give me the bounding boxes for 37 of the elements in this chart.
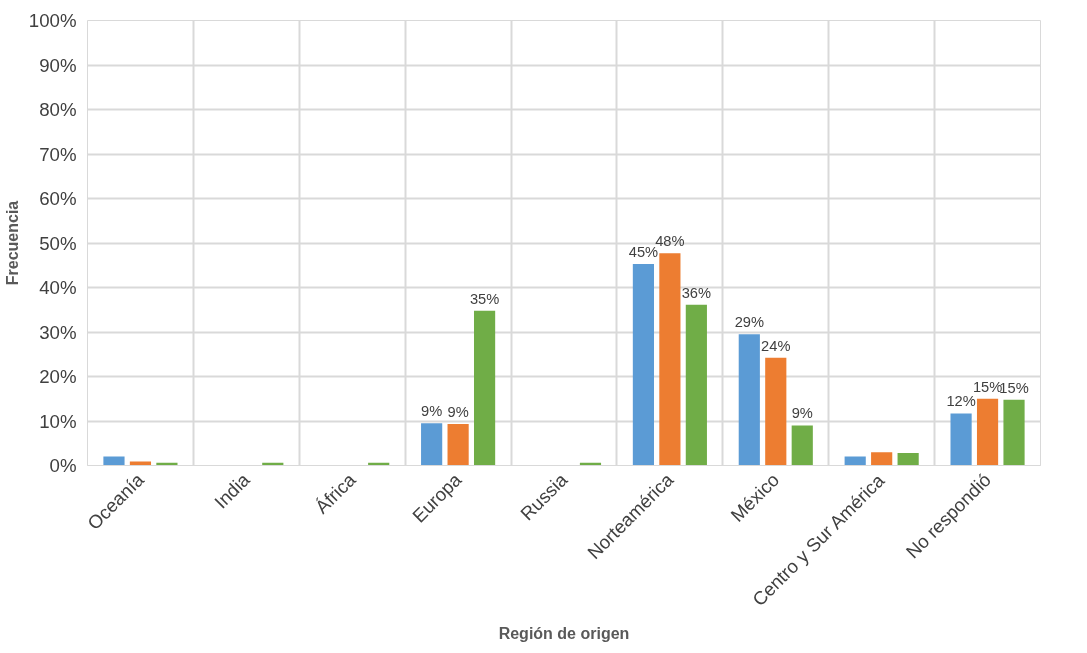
bar bbox=[871, 452, 893, 466]
y-tick-label: 100% bbox=[28, 10, 77, 31]
data-label: 12% bbox=[946, 393, 976, 410]
bar bbox=[897, 453, 919, 466]
y-tick-label: 90% bbox=[39, 54, 77, 76]
y-tick-label: 80% bbox=[39, 99, 77, 120]
bar bbox=[632, 263, 655, 466]
bar bbox=[685, 304, 707, 466]
bar bbox=[103, 456, 125, 466]
y-tick-label: 60% bbox=[39, 188, 77, 209]
data-label: 24% bbox=[761, 337, 791, 354]
bar bbox=[1003, 399, 1025, 466]
data-label: 29% bbox=[734, 314, 764, 331]
y-axis-title: Frecuencia bbox=[3, 200, 21, 286]
y-tick-label: 0% bbox=[49, 455, 77, 476]
bar bbox=[950, 413, 972, 466]
bar bbox=[791, 425, 813, 466]
bar bbox=[765, 357, 787, 466]
bar bbox=[976, 398, 999, 466]
y-tick-label: 50% bbox=[39, 232, 77, 254]
bar bbox=[473, 310, 496, 466]
x-axis-title: Región de origen bbox=[498, 625, 630, 643]
bar bbox=[447, 424, 469, 466]
y-tick-label: 70% bbox=[39, 143, 77, 165]
bar bbox=[738, 334, 760, 466]
y-tick-label: 20% bbox=[39, 366, 77, 387]
bar bbox=[421, 423, 443, 466]
data-label: 9% bbox=[791, 405, 813, 422]
bar bbox=[659, 253, 681, 466]
data-label: 35% bbox=[469, 290, 500, 307]
y-tick-label: 10% bbox=[39, 410, 77, 432]
y-tick-label: 30% bbox=[39, 321, 77, 343]
data-label: 9% bbox=[421, 403, 443, 420]
bar bbox=[129, 461, 152, 466]
y-tick-label: 40% bbox=[39, 277, 77, 298]
data-label: 9% bbox=[447, 404, 469, 421]
data-label: 36% bbox=[681, 284, 712, 301]
